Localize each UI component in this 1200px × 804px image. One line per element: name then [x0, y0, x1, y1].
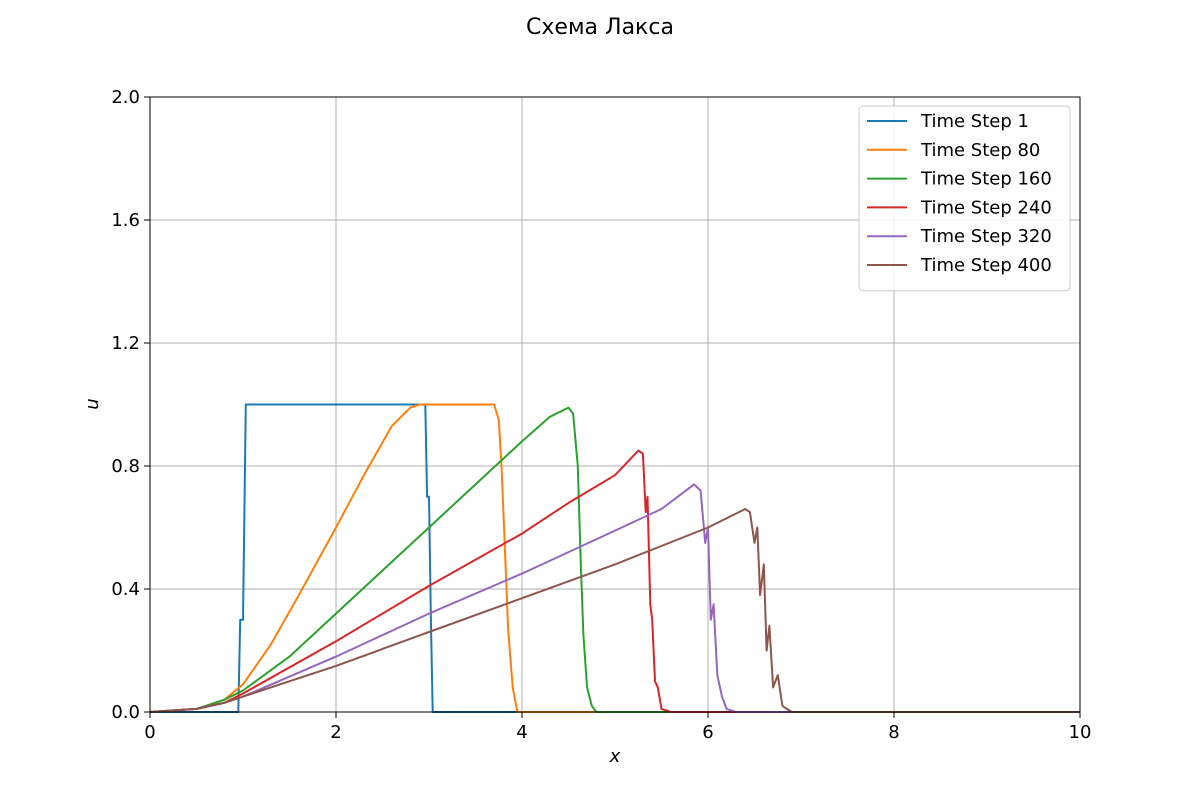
x-tick-label: 10	[1069, 722, 1092, 743]
x-tick-label: 4	[516, 722, 527, 743]
series-line-4	[149, 449, 1080, 713]
y-tick-label: 0.4	[111, 579, 140, 600]
chart-title: Схема Лакса	[526, 15, 674, 40]
legend-label: Time Step 1	[920, 111, 1029, 132]
x-tick-label: 0	[144, 722, 155, 743]
series-line-5	[149, 483, 1080, 713]
plot-frame	[149, 96, 1081, 713]
legend: Time Step 1 Time Step 80 Time Step 160 Time…	[858, 105, 1071, 292]
y-tick-label: 1.6	[111, 210, 140, 231]
x-axis-label: x	[609, 746, 621, 767]
series-line-1	[150, 403, 1080, 713]
y-tick-label: 1.2	[111, 333, 140, 354]
series-layer	[149, 403, 1080, 713]
y-tick-label: 0.8	[111, 456, 140, 477]
x-tick-label: 2	[330, 722, 341, 743]
series-line-3	[149, 406, 1080, 713]
series-line-2	[149, 403, 1080, 713]
series-line-6	[149, 508, 1080, 713]
legend-label: Time Step 240	[920, 197, 1052, 218]
legend-label: Time Step 320	[920, 226, 1052, 247]
ticks: 0 2 4 6 8 10 0.0 0.4 0.8 1.2 1.6 2.0	[111, 87, 1091, 743]
legend-label: Time Step 400	[920, 255, 1052, 276]
x-tick-label: 8	[888, 722, 899, 743]
y-tick-label: 0.0	[111, 702, 140, 723]
y-tick-label: 2.0	[111, 87, 140, 108]
legend-label: Time Step 80	[920, 140, 1040, 161]
legend-label: Time Step 160	[920, 169, 1052, 190]
legend-box	[858, 105, 1071, 292]
y-axis-label: u	[82, 398, 103, 409]
x-tick-label: 6	[702, 722, 713, 743]
